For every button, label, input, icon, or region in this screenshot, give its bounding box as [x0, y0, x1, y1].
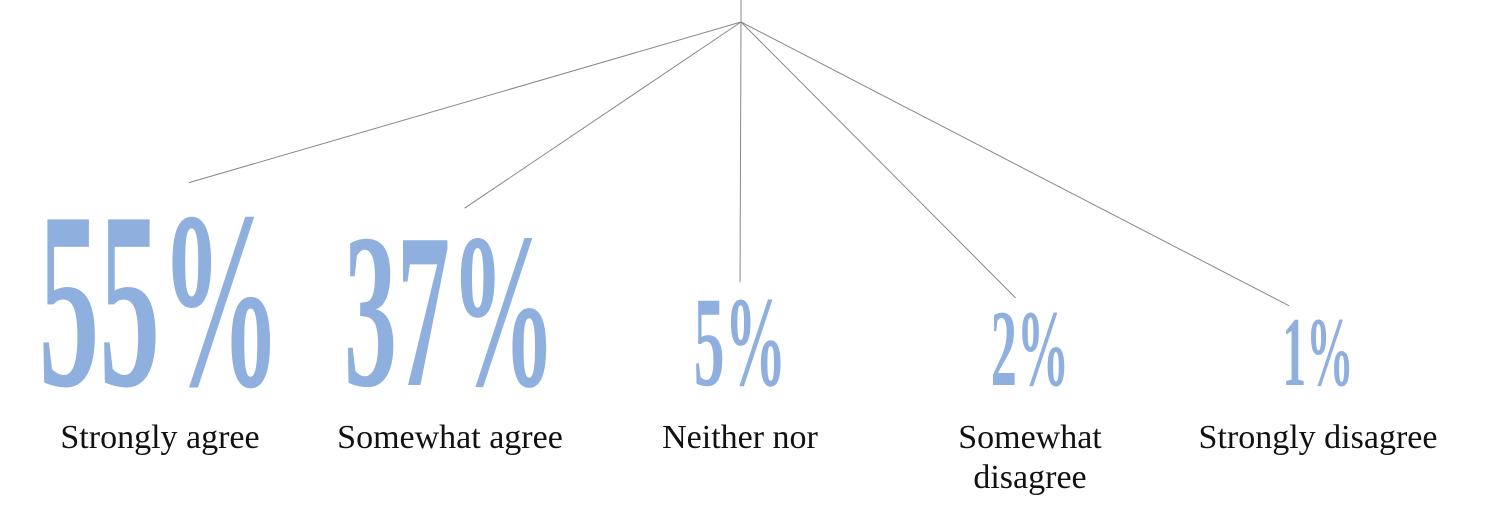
value-label: 37% — [344, 190, 556, 434]
connector — [739, 21, 742, 283]
category-label: Strongly disagree — [1198, 419, 1438, 456]
connector — [740, 21, 1016, 299]
category-label: Somewhat disagree — [958, 419, 1102, 496]
value-label: 55% — [39, 159, 282, 439]
category-label: Strongly agree — [60, 419, 260, 456]
connector — [188, 21, 742, 184]
value-label: 2% — [991, 289, 1069, 409]
category-label: Neither nor — [662, 419, 818, 456]
connector — [740, 21, 1290, 307]
connector — [464, 21, 742, 209]
category-label: Somewhat agree — [337, 419, 563, 456]
value-label: 1% — [1282, 297, 1353, 407]
value-label: 5% — [694, 270, 787, 413]
